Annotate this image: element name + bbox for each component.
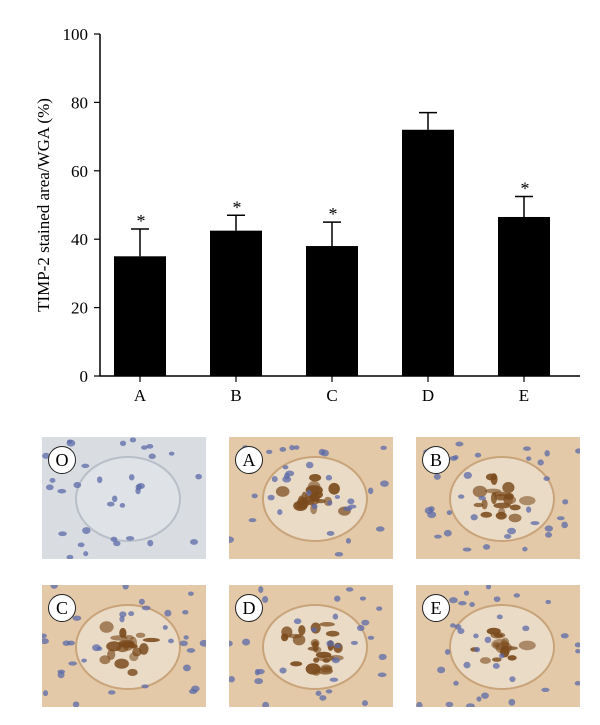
- panel-label: C: [48, 594, 76, 622]
- micrograph-C: C: [42, 585, 206, 707]
- bar-chart: 0 20 40 60 80 100 A * B * C * D E *: [63, 25, 580, 405]
- panel-label: O: [48, 446, 76, 474]
- bar: [114, 256, 166, 376]
- significance-marker: *: [521, 178, 530, 198]
- panel-label: B: [422, 446, 450, 474]
- bar: [210, 230, 262, 376]
- micrograph-D: D: [229, 585, 393, 707]
- panel-label: E: [422, 594, 450, 622]
- x-tick-label: D: [422, 386, 434, 405]
- micrograph-A: A: [229, 437, 393, 559]
- x-tick-label: C: [326, 386, 337, 405]
- y-tick-label: 60: [71, 162, 88, 181]
- panel-label: D: [235, 594, 263, 622]
- micrograph-B: B: [416, 437, 580, 559]
- bar: [306, 246, 358, 376]
- y-tick-label: 100: [63, 25, 89, 44]
- x-tick-label: A: [134, 386, 147, 405]
- y-tick-label: 20: [71, 299, 88, 318]
- y-tick-label: 0: [80, 367, 89, 386]
- panel-label: A: [235, 446, 263, 474]
- micrograph-O: O: [42, 437, 206, 559]
- bar: [402, 129, 454, 376]
- micrograph-image: [42, 585, 206, 707]
- x-tick-label: E: [519, 386, 529, 405]
- y-axis-label: TIMP-2 stained area/WGA (%): [34, 98, 53, 312]
- significance-marker: *: [233, 197, 242, 217]
- significance-marker: *: [329, 204, 338, 224]
- micrograph-E: E: [416, 585, 580, 707]
- bar: [498, 216, 550, 376]
- significance-marker: *: [137, 211, 146, 231]
- y-tick-label: 40: [71, 230, 88, 249]
- x-tick-label: B: [230, 386, 241, 405]
- y-tick-label: 80: [71, 93, 88, 112]
